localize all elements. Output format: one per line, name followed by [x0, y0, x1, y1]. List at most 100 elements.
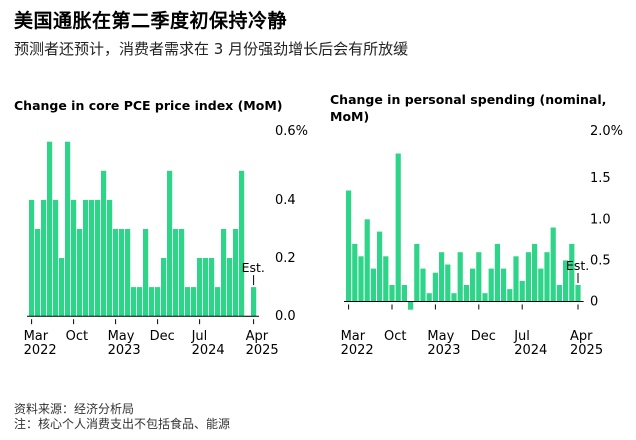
bar-spending-10	[408, 301, 414, 310]
bar-spending-2	[358, 256, 364, 302]
source-note: 资料来源：经济分析局	[14, 402, 135, 416]
y-tick-label: 0.2	[275, 251, 296, 266]
bar-spending-37	[575, 285, 581, 302]
bar-spending-19	[463, 285, 469, 302]
x-tick-month: Apr	[246, 329, 269, 344]
bar-spending-23	[488, 268, 494, 302]
bar-core-pce-5	[59, 258, 65, 317]
bar-core-pce-23	[167, 170, 173, 317]
bar-core-pce-16	[125, 229, 131, 317]
x-tick-year: 2022	[24, 343, 57, 358]
bar-spending-35	[563, 260, 569, 302]
bar-spending-26	[507, 289, 513, 302]
bar-spending-17	[451, 293, 457, 302]
bar-core-pce-8	[77, 229, 83, 317]
bar-spending-1	[352, 243, 358, 302]
x-tick-year: 2024	[192, 343, 225, 358]
bar-core-pce-6	[65, 141, 71, 317]
bar-spending-8	[395, 153, 401, 302]
bar-spending-16	[445, 264, 451, 302]
x-tick-year: 2025	[570, 343, 603, 358]
y-tick-label: 0	[590, 295, 598, 310]
bar-spending-28	[519, 280, 525, 302]
bar-spending-15	[439, 252, 445, 302]
x-tick-year: 2023	[108, 343, 141, 358]
bar-spending-12	[420, 268, 426, 302]
page-subtitle: 预测者还预计，消费者需求在 3 月份强劲增长后会有所放缓	[14, 40, 409, 58]
bar-core-pce-33	[227, 258, 233, 317]
x-tick-month: May	[108, 329, 135, 344]
bar-core-pce-0	[29, 199, 35, 317]
x-tick-month: Mar	[24, 329, 49, 344]
bar-core-pce-15	[119, 229, 125, 317]
chart-title-core-pce: Change in core PCE price index (MoM)	[14, 98, 283, 113]
y-tick-label-top: 0.6%	[275, 124, 308, 139]
bar-spending-32	[544, 252, 550, 302]
estimate-annotation: Est.	[242, 260, 265, 275]
bar-core-pce-11	[95, 199, 101, 317]
bar-spending-33	[550, 227, 556, 302]
bar-core-pce-37	[251, 287, 257, 317]
x-tick-month: Jul	[191, 329, 208, 344]
bar-core-pce-32	[221, 229, 227, 317]
bar-spending-18	[457, 252, 463, 302]
bar-spending-21	[476, 252, 482, 302]
footnote: 注：核心个人消费支出不包括食品、能源	[14, 417, 231, 431]
bar-spending-22	[482, 293, 488, 302]
y-tick-label: 0.0	[275, 309, 296, 324]
bar-spending-7	[389, 285, 395, 302]
bar-spending-0	[346, 190, 352, 302]
bar-spending-24	[494, 243, 500, 302]
bar-spending-14	[432, 272, 438, 302]
bar-core-pce-21	[155, 287, 161, 317]
bar-core-pce-18	[137, 287, 143, 317]
y-tick-label: 1.5	[590, 171, 611, 186]
bar-core-pce-26	[185, 287, 191, 317]
bar-core-pce-20	[149, 287, 155, 317]
x-tick-month: Dec	[471, 329, 496, 344]
bar-core-pce-34	[233, 229, 239, 317]
bar-spending-5	[377, 231, 383, 302]
bar-core-pce-24	[173, 229, 179, 317]
bar-core-pce-13	[107, 199, 113, 317]
x-tick-year: 2025	[246, 343, 279, 358]
bar-spending-4	[370, 268, 376, 302]
bar-spending-30	[532, 243, 538, 302]
bar-core-pce-3	[47, 141, 53, 317]
bar-spending-9	[401, 285, 407, 302]
y-tick-label: 1.0	[590, 212, 611, 227]
bar-spending-31	[538, 268, 544, 302]
bar-spending-36	[569, 243, 575, 302]
bar-core-pce-10	[89, 199, 95, 317]
bar-core-pce-12	[101, 170, 107, 317]
bar-core-pce-29	[203, 258, 209, 317]
bar-core-pce-19	[143, 229, 149, 317]
bar-spending-11	[414, 243, 420, 302]
bar-spending-6	[383, 256, 389, 302]
bar-spending-27	[513, 256, 519, 302]
bar-core-pce-25	[179, 229, 185, 317]
x-tick-year: 2023	[427, 343, 460, 358]
bar-core-pce-2	[41, 199, 47, 317]
bar-core-pce-28	[197, 258, 203, 317]
bar-core-pce-22	[161, 258, 167, 317]
x-tick-month: May	[427, 329, 454, 344]
x-tick-year: 2024	[514, 343, 547, 358]
bar-spending-20	[470, 268, 476, 302]
y-tick-label-top: 2.0%	[590, 124, 623, 139]
x-tick-month: Mar	[341, 329, 366, 344]
bar-spending-34	[556, 285, 562, 302]
x-tick-month: Oct	[384, 329, 406, 344]
y-tick-label: 0.4	[275, 193, 296, 208]
x-tick-year: 2022	[341, 343, 374, 358]
bar-core-pce-27	[191, 287, 197, 317]
x-tick-month: Dec	[150, 329, 175, 344]
y-tick-label: 0.5	[590, 253, 611, 268]
bar-core-pce-17	[131, 287, 137, 317]
bar-core-pce-4	[53, 199, 59, 317]
bar-spending-3	[364, 219, 370, 302]
estimate-annotation: Est.	[566, 258, 589, 273]
bar-spending-25	[501, 268, 507, 302]
bar-core-pce-7	[71, 199, 77, 317]
x-tick-month: Oct	[66, 329, 88, 344]
